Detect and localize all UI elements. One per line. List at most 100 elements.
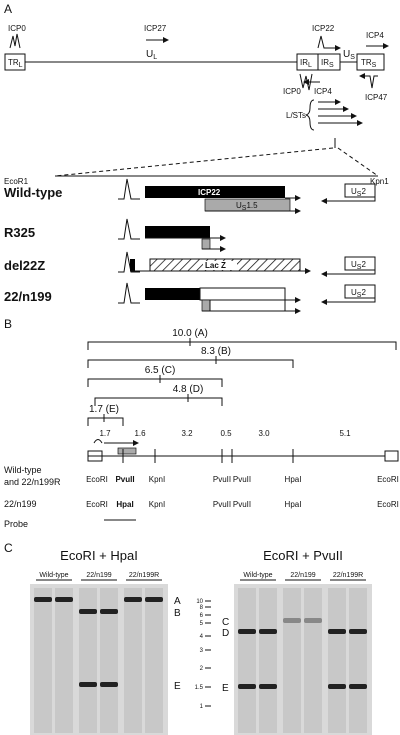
gel-title: EcoRI + PvuII	[263, 548, 343, 563]
label: ICP27	[144, 24, 167, 33]
brace	[305, 99, 315, 131]
site-label: PvuII	[213, 475, 231, 484]
label: ICP0	[283, 87, 301, 96]
lane-label: Wild-type	[243, 572, 272, 579]
segment-size: 3.2	[181, 429, 193, 438]
icp22-orf	[145, 288, 200, 300]
fragment-bracket	[87, 356, 294, 368]
label: L	[308, 62, 312, 69]
label: IRL	[300, 58, 312, 69]
fragment-bracket	[94, 394, 223, 406]
gene-label: US2	[351, 288, 366, 299]
lane	[238, 588, 256, 733]
gene-main: U	[236, 201, 242, 210]
label: IR	[300, 58, 308, 67]
panel-letter: A	[4, 2, 12, 16]
tr-l-box	[4, 53, 26, 71]
site-label: EcoRI	[86, 475, 108, 484]
lane	[283, 588, 301, 733]
band-label: E	[174, 681, 181, 692]
label: L/STs	[286, 111, 306, 120]
fragment-label: 1.7 (E)	[89, 404, 119, 415]
band	[259, 629, 277, 634]
lane	[145, 588, 163, 733]
lane-label: 22/n199	[86, 572, 111, 579]
lane-label: 22/n199R	[333, 572, 363, 579]
band-label: C	[222, 617, 229, 628]
gene-sub: S	[357, 292, 362, 299]
ladder-label: 2	[200, 666, 204, 672]
site-label: EcoRI	[86, 500, 108, 509]
ladder-label: 4	[200, 634, 204, 640]
gene-sub: S	[357, 264, 362, 271]
band-label: E	[222, 683, 229, 694]
fragment-bracket	[87, 375, 223, 387]
map-end	[87, 450, 103, 462]
site-label: HpaI	[116, 500, 133, 509]
segment-size: 0.5	[220, 429, 232, 438]
label: 22/n199	[4, 499, 37, 509]
transcript-arrow	[317, 35, 341, 51]
band	[259, 684, 277, 689]
fragment-bracket	[87, 414, 124, 426]
us2-arrow	[321, 298, 376, 305]
us15-orf	[201, 238, 211, 250]
us2-box	[344, 183, 376, 198]
fragment-bracket	[87, 338, 397, 350]
fragment-label: 8.3 (B)	[201, 346, 231, 357]
label: Wild-type	[4, 465, 42, 475]
band-label: D	[222, 628, 229, 639]
label: TR	[8, 58, 19, 67]
tr-s-box	[356, 53, 385, 71]
lane-label: 22/n199R	[129, 572, 159, 579]
zoom-line	[54, 147, 334, 177]
gene-main: U	[351, 187, 357, 196]
band	[55, 597, 73, 602]
probe-peak	[93, 439, 103, 444]
construct-name: del22Z	[4, 258, 45, 273]
construct-name: 22/n199	[4, 289, 52, 304]
fragment-label: 6.5 (C)	[145, 365, 176, 376]
lane	[328, 588, 346, 733]
band	[34, 597, 52, 602]
segment-size: 1.6	[134, 429, 146, 438]
band	[124, 597, 142, 602]
label: L	[153, 54, 157, 61]
lane	[55, 588, 73, 733]
probe-box	[117, 447, 137, 455]
gene-main: U	[351, 260, 357, 269]
band	[100, 682, 118, 687]
gene-tail: 2	[361, 288, 366, 297]
band	[349, 629, 367, 634]
site-label: PvuII	[233, 475, 251, 484]
label: ICP4	[366, 31, 384, 40]
lane-label: Wild-type	[39, 572, 68, 579]
ladder-label: 1	[200, 704, 204, 710]
label: L	[19, 62, 23, 69]
site-label: HpaI	[285, 475, 302, 484]
lane-label: 22/n199	[290, 572, 315, 579]
band-label: A	[174, 596, 181, 607]
label: Probe	[4, 519, 28, 529]
lane	[124, 588, 142, 733]
label: C	[4, 541, 13, 555]
panel-c: C EcoRI + HpaI Wild-type 22/n199 22/n199R AB…	[4, 541, 372, 735]
label: UL	[146, 49, 157, 61]
ladder-label: 1.5	[195, 685, 204, 691]
us15-orf	[201, 299, 211, 312]
label: TRS	[361, 58, 377, 69]
gene-label: US2	[351, 187, 366, 198]
band	[100, 609, 118, 614]
construct-name: Wild-type	[4, 185, 62, 200]
lane	[79, 588, 97, 733]
us15-rest	[209, 299, 286, 312]
label: EcoR1	[4, 177, 29, 186]
band	[79, 682, 97, 687]
site-label: EcoRI	[377, 500, 399, 509]
panel-b: B Wild-type and 22/n199R 22/n199 Probe 1…	[4, 317, 399, 529]
icp22-label: ICP22	[198, 188, 221, 197]
gene-sub: S	[357, 191, 362, 198]
band	[238, 684, 256, 689]
